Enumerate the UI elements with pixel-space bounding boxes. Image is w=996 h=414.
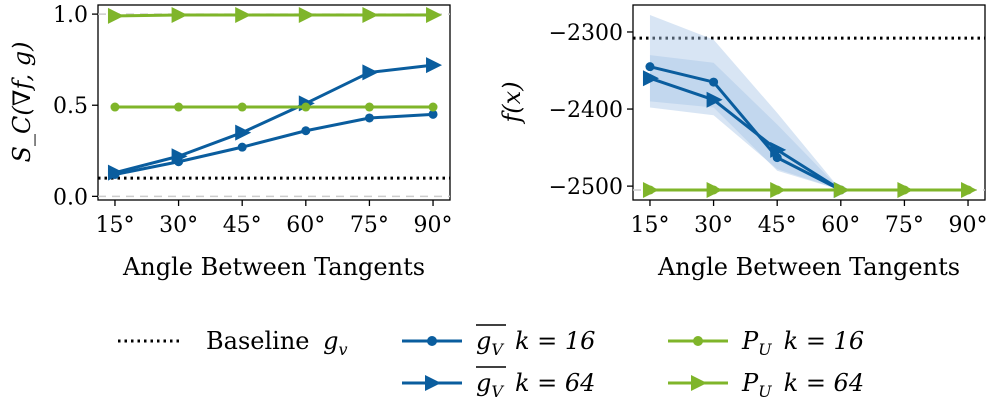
right-x-axis-label: Angle Between Tangents [657,253,960,281]
right-point-s1-1 [706,91,723,108]
legend-pu64-label: PU k = 64 [741,369,864,401]
right-point-s0-0 [645,62,655,72]
right-point-s0-1 [709,77,719,87]
right-confidence-band-0 [649,15,841,190]
right-plot-frame [632,4,986,201]
right-point-s1-0 [642,70,659,87]
left-point-s2-2 [237,102,247,112]
left-x-tick-label-3: 60° [286,213,325,238]
left-y-axis-label: S_C(∇f, g) [8,42,36,163]
left-point-s3-2 [235,7,252,24]
left-y-tick-label-0: 0.0 [53,185,88,210]
right-x-tick-label-1: 30° [694,213,733,238]
left-point-s3-4 [362,7,379,24]
left-series-line-3 [114,13,434,18]
right-confidence-band-1 [649,55,841,190]
right-x-tick-label-2: 45° [758,213,797,238]
left-point-s1-2 [235,124,252,141]
left-point-s2-5 [428,102,438,112]
legend: Baseline gv gV k = 16 gV k = 64 PU k = 16 [118,324,864,401]
right-point-s3-2 [770,181,787,198]
legend-baseline-label: Baseline gv [206,327,348,359]
left-point-s0-3 [301,126,311,136]
right-point-s1-2 [770,141,787,158]
left-series-line-1 [114,63,434,175]
left-point-s2-1 [174,102,184,112]
left-x-tick-label-2: 45° [223,213,262,238]
left-point-s1-4 [362,64,379,81]
left-chart: 15° 30° 45° 60° 75° 90° 0.0 0.5 1.0 Angle Betwee… [8,3,453,281]
right-y-tick-label-2: −2500 [549,175,623,200]
legend-gv16-swatch [402,336,462,346]
left-x-tick-label-0: 15° [95,213,134,238]
legend-pu64-swatch [668,375,728,391]
left-point-s2-4 [364,102,374,112]
left-series-line-0 [114,112,434,176]
right-series-line-1 [649,76,842,192]
left-point-s2-3 [301,102,311,112]
right-y-axis-label: f(x) [498,81,526,124]
left-x-tick-label-4: 75° [350,213,389,238]
right-series-line-0 [649,65,842,192]
right-y-tick-label-0: −2300 [549,21,623,46]
left-point-s0-4 [364,113,374,123]
legend-pu16-swatch [668,336,728,346]
left-point-s0-2 [237,142,247,152]
left-point-s0-5 [428,109,438,119]
legend-gv64-swatch [402,375,462,391]
right-chart: 15° 30° 45° 60° 75° 90° −2300 −2400 −2500 Angle … [498,4,988,281]
left-point-s3-0 [107,7,124,24]
left-x-tick-label-5: 90° [414,213,453,238]
right-x-tick-label-0: 15° [630,213,669,238]
left-point-s3-3 [298,7,315,24]
right-x-tick-label-4: 75° [885,213,924,238]
left-y-tick-label-2: 1.0 [53,3,88,28]
left-point-s1-0 [107,164,124,181]
right-point-s3-3 [833,181,850,198]
left-point-s1-1 [171,148,188,165]
left-plot-frame [97,4,451,201]
right-y-tick-label-1: −2400 [549,98,623,123]
left-point-s3-5 [426,7,443,24]
right-point-s3-4 [897,181,914,198]
left-point-s1-5 [426,57,443,74]
left-y-tick-label-1: 0.5 [53,94,88,119]
left-point-s2-0 [110,102,120,112]
right-point-s3-0 [642,181,659,198]
legend-pu16-label: PU k = 16 [741,327,864,359]
left-x-axis-label: Angle Between Tangents [122,253,425,281]
right-x-tick-label-5: 90° [949,213,988,238]
legend-gv64-label: gV k = 64 [476,369,595,401]
right-point-s3-5 [961,181,978,198]
legend-gv16-label: gV k = 16 [476,327,595,359]
right-point-s3-1 [706,181,723,198]
left-x-tick-label-1: 30° [159,213,198,238]
left-point-s3-1 [171,7,188,24]
right-x-tick-label-3: 60° [821,213,860,238]
